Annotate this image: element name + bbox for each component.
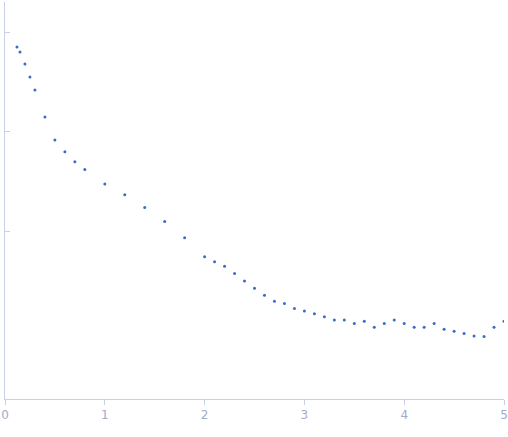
svg-text:1: 1 <box>101 408 109 422</box>
svg-text:0: 0 <box>1 408 9 422</box>
svg-text:3: 3 <box>301 408 309 422</box>
svg-text:2: 2 <box>201 408 209 422</box>
svg-text:5: 5 <box>500 408 508 422</box>
svg-text:4: 4 <box>400 408 408 422</box>
